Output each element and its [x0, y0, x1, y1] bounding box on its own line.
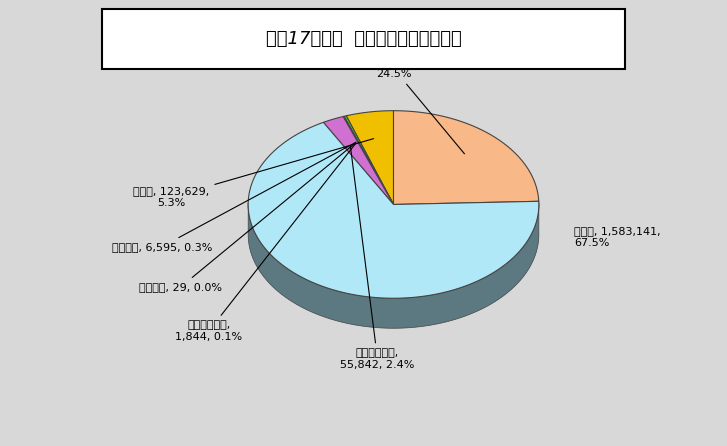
Polygon shape — [324, 116, 393, 204]
Polygon shape — [248, 202, 539, 328]
Polygon shape — [344, 116, 393, 204]
Text: 農業集落排水,
55,842, 2.4%: 農業集落排水, 55,842, 2.4% — [340, 146, 415, 370]
Text: コミプラ, 6,595, 0.3%: コミプラ, 6,595, 0.3% — [112, 142, 356, 252]
Polygon shape — [346, 111, 393, 204]
Polygon shape — [343, 116, 393, 204]
Text: 浄化槽, 123,629,
5.3%: 浄化槽, 123,629, 5.3% — [133, 139, 374, 208]
Text: 簡易排水, 29, 0.0%: 簡易排水, 29, 0.0% — [139, 143, 356, 292]
Text: 未処理, 573,489,
24.5%: 未処理, 573,489, 24.5% — [356, 58, 465, 154]
Polygon shape — [393, 111, 539, 204]
Polygon shape — [248, 122, 539, 298]
Text: 下水道, 1,583,141,
67.5%: 下水道, 1,583,141, 67.5% — [574, 227, 661, 248]
Text: 漁業集落排水,
1,844, 0.1%: 漁業集落排水, 1,844, 0.1% — [175, 143, 356, 342]
Polygon shape — [344, 116, 393, 204]
Text: 平成17年度末  汚水衛生処理率の内訳: 平成17年度末 汚水衛生処理率の内訳 — [265, 30, 462, 48]
